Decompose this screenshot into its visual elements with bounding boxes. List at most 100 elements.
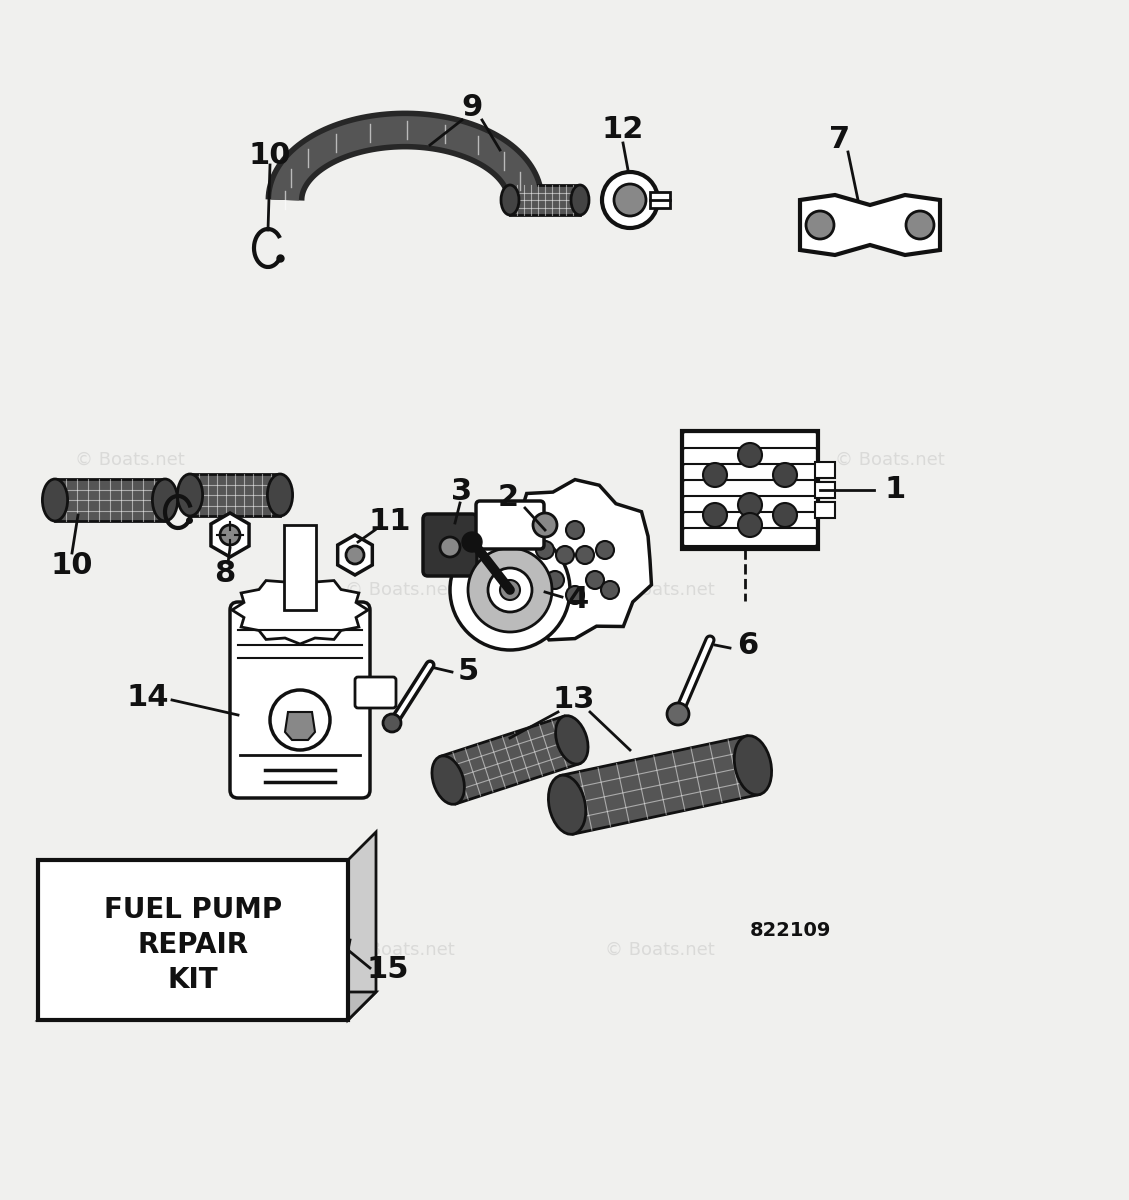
Polygon shape: [800, 194, 940, 254]
Polygon shape: [231, 576, 368, 644]
Text: © Boats.net: © Boats.net: [835, 451, 945, 469]
FancyBboxPatch shape: [683, 448, 817, 466]
Text: 4: 4: [568, 586, 588, 614]
Text: 10: 10: [51, 551, 94, 580]
Text: 5: 5: [457, 658, 479, 686]
Ellipse shape: [501, 185, 519, 215]
Bar: [815, 482, 835, 498]
Ellipse shape: [43, 479, 68, 521]
Text: © Boats.net: © Boats.net: [605, 941, 715, 959]
FancyBboxPatch shape: [683, 480, 817, 498]
FancyBboxPatch shape: [355, 677, 396, 708]
FancyBboxPatch shape: [683, 528, 817, 546]
Circle shape: [738, 443, 762, 467]
Polygon shape: [498, 480, 651, 640]
Circle shape: [738, 514, 762, 538]
Bar: [682, 431, 819, 550]
Polygon shape: [510, 185, 580, 215]
Circle shape: [667, 703, 689, 725]
Text: 10: 10: [248, 140, 291, 169]
Text: 3: 3: [452, 478, 473, 506]
FancyBboxPatch shape: [683, 496, 817, 514]
Ellipse shape: [152, 479, 177, 521]
Circle shape: [555, 546, 574, 564]
Circle shape: [500, 580, 520, 600]
Circle shape: [566, 586, 584, 604]
Circle shape: [773, 463, 797, 487]
FancyBboxPatch shape: [230, 602, 370, 798]
Circle shape: [462, 532, 482, 552]
Circle shape: [602, 172, 658, 228]
Polygon shape: [440, 716, 579, 804]
Bar: [650, 192, 669, 208]
Polygon shape: [338, 535, 373, 575]
Text: © Boats.net: © Boats.net: [605, 581, 715, 599]
Circle shape: [270, 690, 330, 750]
Polygon shape: [211, 514, 250, 557]
Circle shape: [469, 548, 552, 632]
Text: 14: 14: [126, 684, 169, 713]
Polygon shape: [190, 474, 280, 516]
Ellipse shape: [571, 185, 589, 215]
Circle shape: [738, 493, 762, 517]
FancyBboxPatch shape: [683, 432, 817, 450]
Text: KIT: KIT: [168, 966, 218, 994]
Bar: [815, 462, 835, 478]
Polygon shape: [55, 479, 165, 521]
Circle shape: [703, 503, 727, 527]
Text: © Boats.net: © Boats.net: [345, 581, 455, 599]
Text: 822109: 822109: [750, 920, 831, 940]
Circle shape: [440, 538, 460, 557]
Bar: [38, 860, 348, 1020]
Circle shape: [703, 463, 727, 487]
Ellipse shape: [268, 474, 292, 516]
Circle shape: [533, 514, 557, 538]
Text: 11: 11: [369, 508, 411, 536]
Text: FUEL PUMP: FUEL PUMP: [104, 896, 282, 924]
Text: © Boats.net: © Boats.net: [76, 451, 185, 469]
Circle shape: [614, 184, 646, 216]
Text: 1: 1: [884, 475, 905, 504]
Text: 13: 13: [553, 685, 595, 714]
Text: 7: 7: [830, 126, 850, 155]
Circle shape: [383, 714, 401, 732]
Circle shape: [566, 521, 584, 539]
Circle shape: [546, 571, 564, 589]
Bar: [285, 526, 316, 610]
Polygon shape: [285, 712, 315, 740]
Text: © Boats.net: © Boats.net: [345, 941, 455, 959]
Ellipse shape: [555, 715, 588, 764]
Circle shape: [220, 526, 240, 545]
Circle shape: [536, 541, 554, 559]
Polygon shape: [38, 992, 376, 1020]
Circle shape: [586, 571, 604, 589]
Circle shape: [531, 581, 549, 599]
Text: 6: 6: [737, 630, 759, 660]
FancyBboxPatch shape: [683, 512, 817, 530]
Ellipse shape: [549, 775, 586, 834]
FancyBboxPatch shape: [476, 502, 544, 550]
Polygon shape: [561, 736, 759, 834]
FancyBboxPatch shape: [683, 464, 817, 482]
Circle shape: [450, 530, 570, 650]
Text: 9: 9: [462, 94, 483, 122]
Polygon shape: [348, 832, 376, 1020]
Ellipse shape: [432, 756, 464, 804]
Text: 8: 8: [215, 559, 236, 588]
Circle shape: [596, 541, 614, 559]
Circle shape: [488, 568, 532, 612]
Circle shape: [601, 581, 619, 599]
Text: 12: 12: [602, 115, 645, 144]
Circle shape: [806, 211, 834, 239]
Circle shape: [773, 503, 797, 527]
Circle shape: [576, 546, 594, 564]
Text: REPAIR: REPAIR: [138, 931, 248, 959]
Circle shape: [905, 211, 934, 239]
Ellipse shape: [177, 474, 202, 516]
Ellipse shape: [734, 736, 771, 794]
Bar: [815, 502, 835, 518]
Text: 2: 2: [498, 484, 518, 512]
Circle shape: [345, 546, 364, 564]
Text: 15: 15: [367, 955, 409, 984]
FancyBboxPatch shape: [423, 514, 476, 576]
